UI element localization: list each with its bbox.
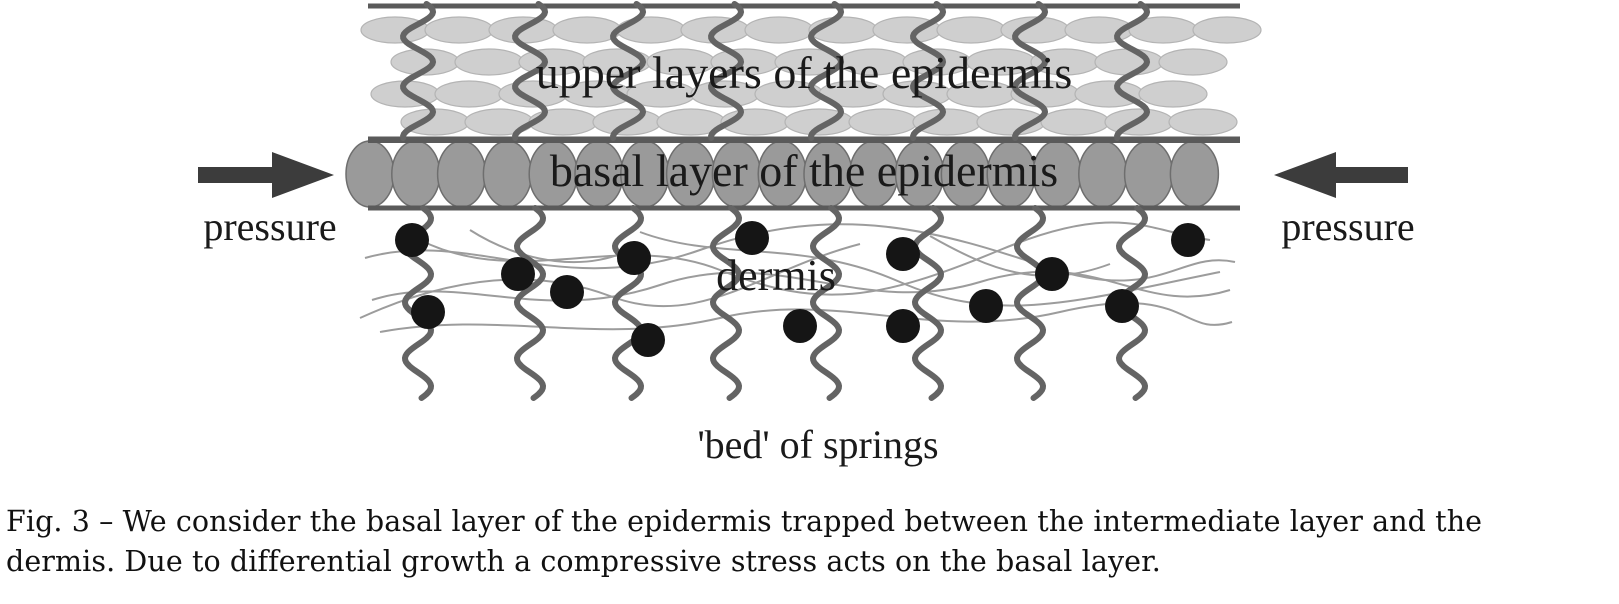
- spring-upper: [400, 1, 437, 141]
- pressure-arrow-left-icon: [198, 152, 334, 198]
- label-dermis: dermis: [716, 251, 836, 300]
- upper-cell: [936, 16, 1006, 44]
- label-upper-layers: upper layers of the epidermis: [536, 47, 1072, 98]
- spring-lower: [709, 205, 743, 401]
- dermis-cells: [395, 221, 1205, 357]
- upper-cell: [1138, 80, 1208, 108]
- upper-cell: [1074, 80, 1144, 108]
- upper-cell: [1094, 48, 1164, 76]
- dermis-fiber: [371, 270, 1231, 302]
- basal-cell: [482, 140, 533, 208]
- dermis-cell-dot: [969, 289, 1003, 323]
- spring-upper: [1012, 1, 1049, 141]
- spring-lower: [911, 205, 945, 401]
- upper-cell: [912, 108, 982, 136]
- label-pressure-left: pressure: [203, 204, 336, 249]
- basal-cell: [436, 140, 487, 208]
- dermis-fiber: [929, 235, 1111, 277]
- dermis-cell-dot: [395, 223, 429, 257]
- dermis-cell-dot: [886, 309, 920, 343]
- figure-caption: Fig. 3 – We consider the basal layer of …: [6, 505, 1483, 578]
- spring-upper: [610, 1, 647, 141]
- dermis-cell-dot: [1171, 223, 1205, 257]
- basal-cell: [1123, 140, 1174, 208]
- basal-cell: [1169, 140, 1220, 208]
- dermis-cell-dot: [501, 257, 535, 291]
- dermis-cell-dot: [411, 295, 445, 329]
- label-basal-layer: basal layer of the epidermis: [550, 145, 1058, 196]
- dermis-cell-dot: [783, 309, 817, 343]
- spring-lower: [1013, 205, 1047, 401]
- spring-upper: [512, 1, 549, 141]
- dermis-cell-dot: [886, 237, 920, 271]
- label-pressure-right: pressure: [1281, 204, 1414, 249]
- basal-cell: [391, 140, 441, 208]
- upper-cell: [454, 48, 524, 76]
- basal-cell: [345, 140, 395, 208]
- basal-layer-cells: [345, 139, 1240, 208]
- spring-upper: [1114, 1, 1151, 141]
- dermis-fiber: [639, 231, 1221, 307]
- spring-lower: [513, 205, 547, 401]
- dermis-cell-dot: [735, 221, 769, 255]
- upper-cell: [1040, 108, 1110, 136]
- dermis-cell-dot: [1105, 289, 1139, 323]
- upper-cell: [1158, 48, 1228, 76]
- pressure-arrow-right-icon: [1274, 152, 1408, 198]
- dermis-cell-dot: [550, 275, 584, 309]
- upper-cell: [1168, 108, 1238, 136]
- spring-upper: [910, 1, 947, 141]
- basal-cell: [1078, 140, 1128, 208]
- dermis-cell-dot: [631, 323, 665, 357]
- label-springs: 'bed' of springs: [697, 422, 938, 467]
- dermis-cell-dot: [1035, 257, 1069, 291]
- spring-upper: [808, 1, 845, 141]
- basal-epidermis-layer: [345, 139, 1240, 211]
- spring-upper: [708, 1, 745, 141]
- upper-cell: [744, 16, 814, 44]
- upper-cell: [616, 16, 686, 44]
- spring-lower: [809, 205, 843, 401]
- upper-cell: [848, 108, 918, 136]
- upper-cell: [1192, 16, 1262, 44]
- upper-cell: [424, 16, 494, 44]
- dermis-fiber: [419, 221, 1211, 296]
- skin-layers-diagram: upper layers of the epidermis basal laye…: [198, 1, 1415, 467]
- dermis-cell-dot: [617, 241, 651, 275]
- upper-cell: [434, 80, 504, 108]
- dermis-fiber: [359, 243, 861, 319]
- spring-lower: [611, 205, 645, 401]
